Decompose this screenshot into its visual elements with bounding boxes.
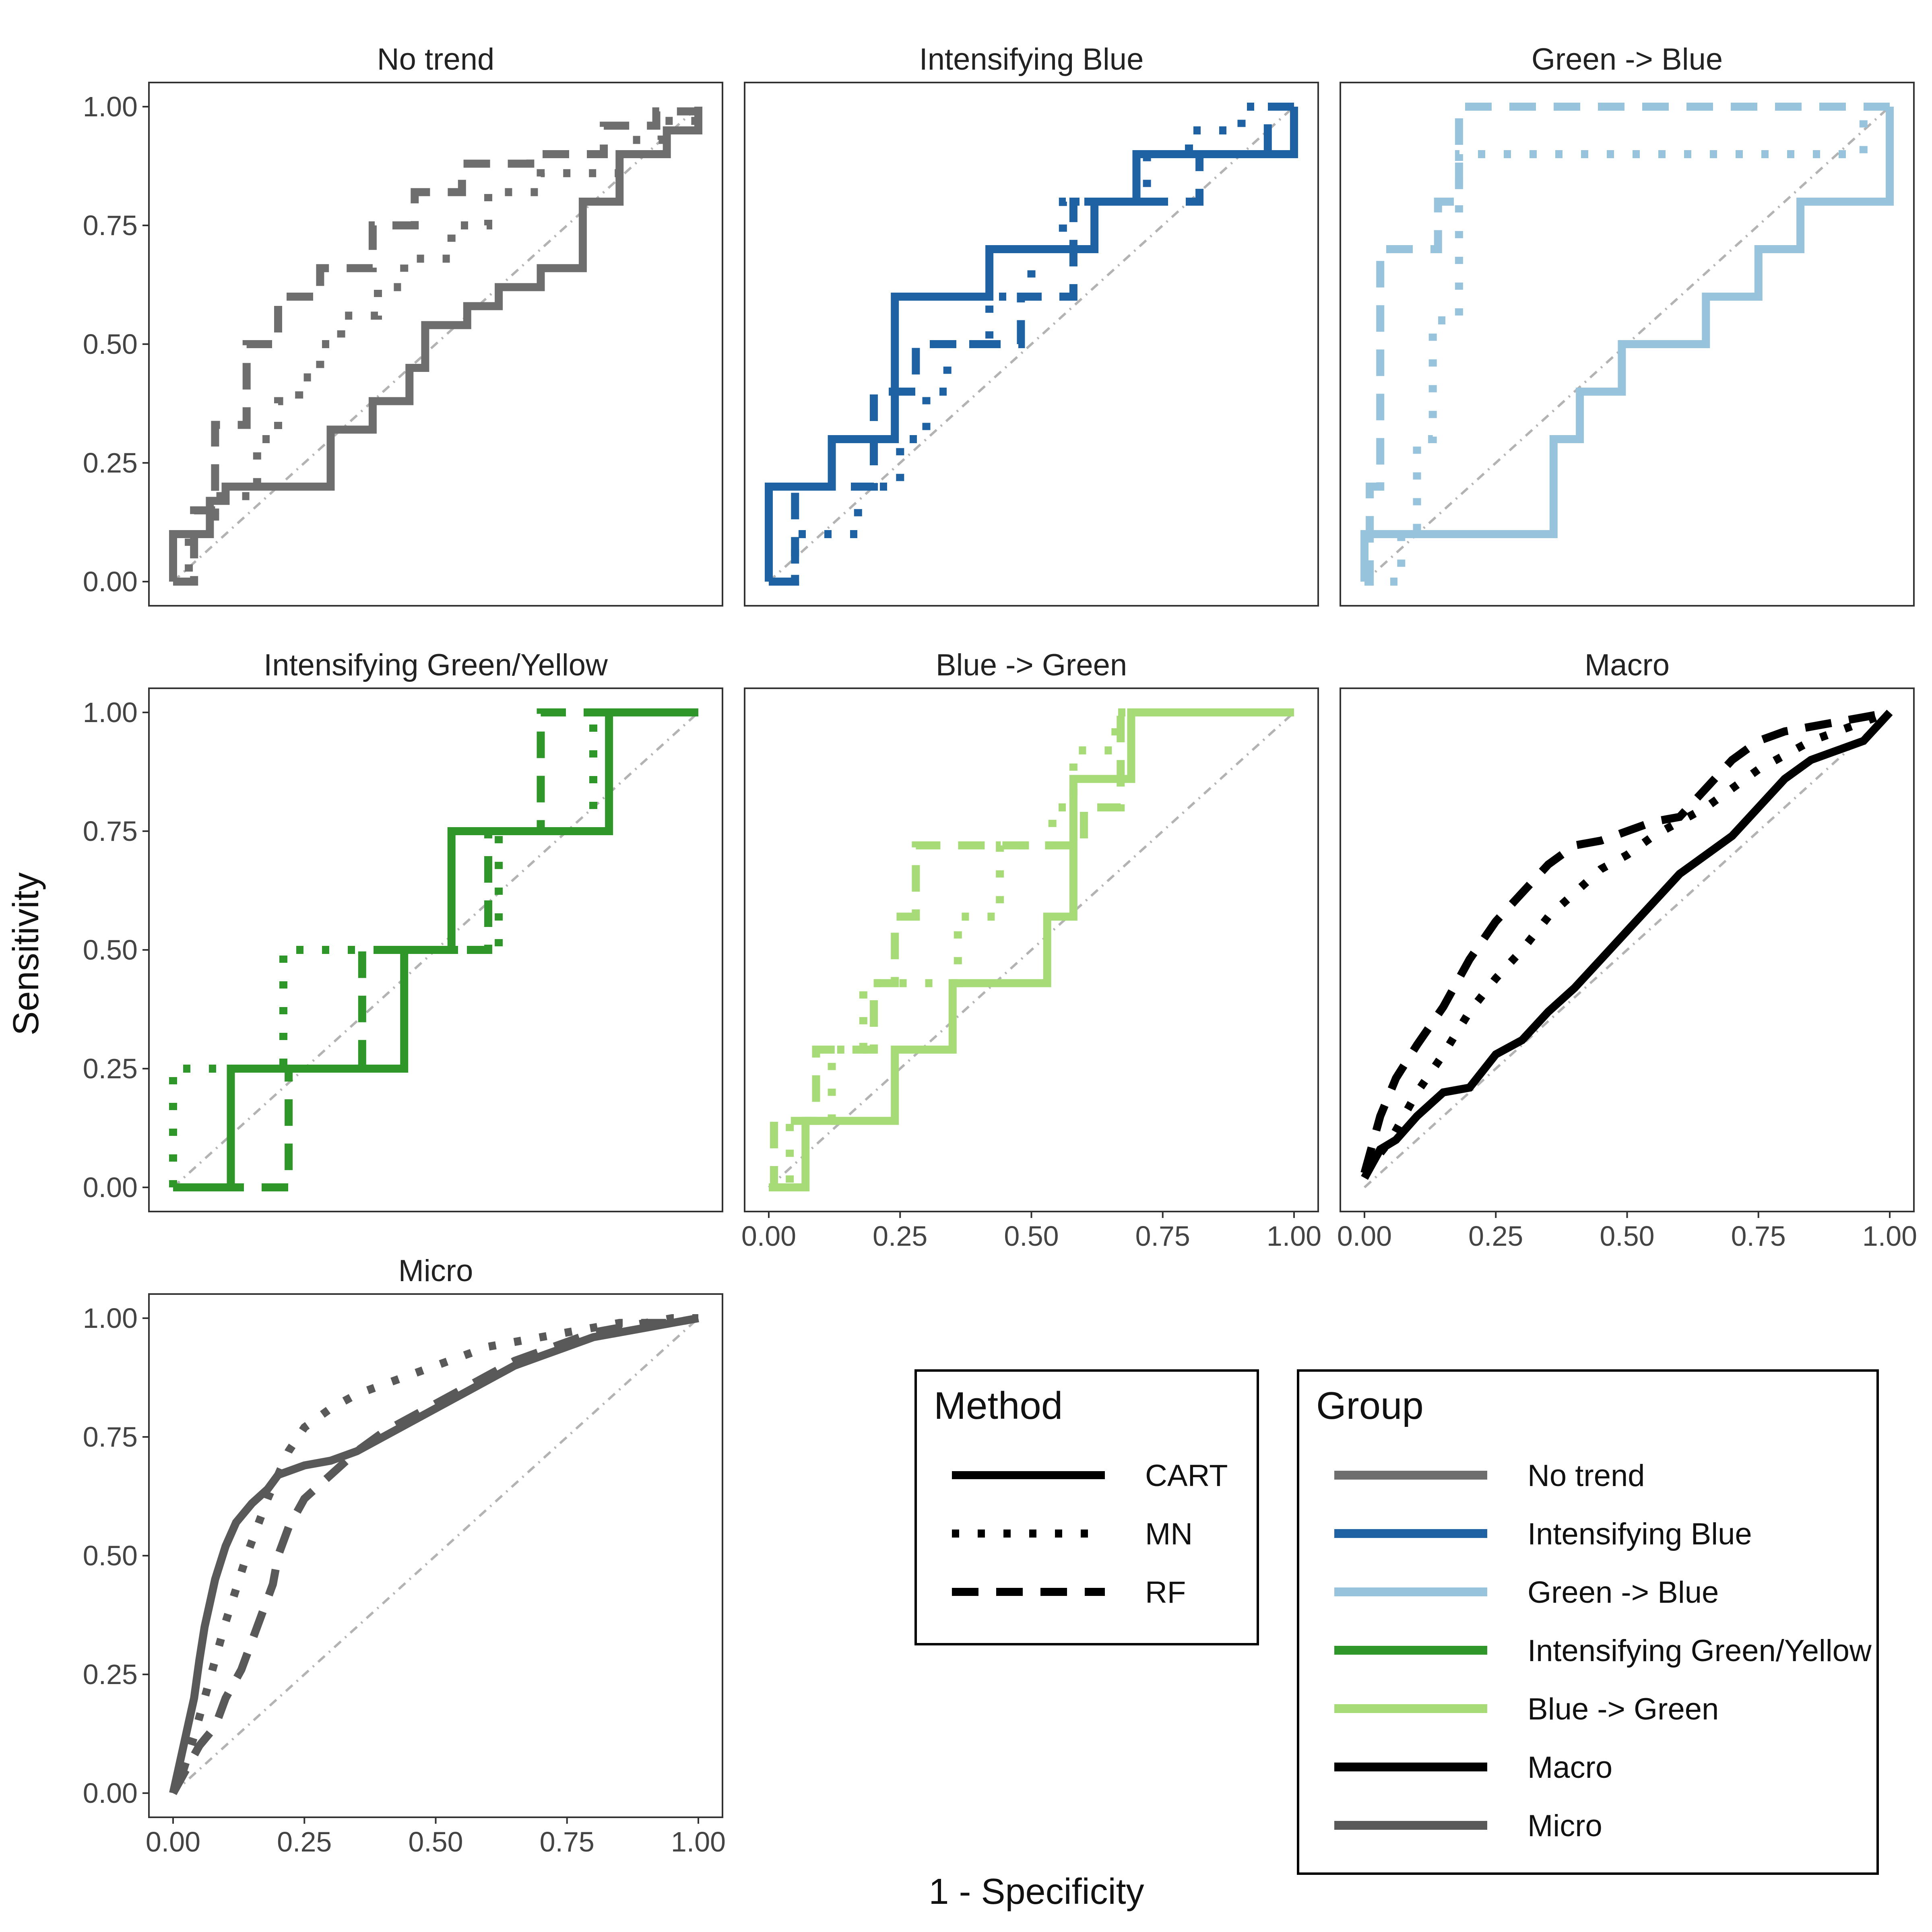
- panel-title: Blue -> Green: [936, 648, 1127, 682]
- y-axis-title: Sensitivity: [6, 872, 46, 1035]
- x-tick-label: 0.00: [1337, 1220, 1392, 1252]
- legend-label: RF: [1145, 1575, 1186, 1610]
- x-tick-label: 0.25: [1468, 1220, 1523, 1252]
- legend-label: Macro: [1527, 1750, 1612, 1785]
- legend-method-box: [914, 1369, 1259, 1645]
- panel-border: [744, 82, 1319, 607]
- panels: No trend0.000.250.500.751.00Intensifying…: [83, 42, 1917, 1858]
- series-mn: [173, 107, 702, 586]
- series-mn: [169, 1314, 698, 1795]
- series-rf: [173, 107, 702, 586]
- x-tick-label: 0.00: [146, 1826, 200, 1858]
- series-rf: [769, 708, 1294, 1191]
- series-mn: [1364, 103, 1890, 586]
- x-tick-label: 0.75: [1731, 1220, 1786, 1252]
- panel-title: Intensifying Blue: [919, 42, 1144, 76]
- reference-line: [1363, 711, 1891, 1189]
- legend-group-title: Group: [1316, 1384, 1424, 1427]
- x-tick-label: 0.00: [741, 1220, 796, 1252]
- reference-line: [768, 105, 1295, 583]
- series-mn: [169, 708, 698, 1187]
- x-axis-title: 1 - Specificity: [929, 1872, 1144, 1912]
- y-tick-label: 1.00: [83, 91, 138, 122]
- x-tick-label: 0.25: [873, 1220, 927, 1252]
- y-tick-label: 0.25: [83, 447, 138, 479]
- y-tick-label: 0.25: [83, 1659, 138, 1690]
- legend-group-items: No trend Intensifying Blue Green -> Blue In…: [1334, 1459, 1872, 1843]
- legend-label: MN: [1145, 1517, 1193, 1551]
- y-tick-label: 0.50: [83, 328, 138, 360]
- x-tick-label: 0.75: [540, 1826, 594, 1858]
- panel-green-blue: Green -> Blue: [1340, 42, 1915, 607]
- panel-title: No trend: [377, 42, 495, 76]
- panel-intensifying-blue: Intensifying Blue: [744, 42, 1319, 607]
- panel-title: Micro: [398, 1254, 473, 1288]
- panel-micro: Micro 0.00 0.25 0.50 0.75 1.00 0.00 0.25 0.50 0.7…: [83, 1254, 726, 1858]
- reference-line: [768, 711, 1295, 1189]
- reference-line: [172, 1317, 700, 1794]
- series-rf: [1364, 103, 1890, 586]
- legend-label: No trend: [1527, 1459, 1645, 1493]
- panel-title: Macro: [1585, 648, 1670, 682]
- legend-label: Intensifying Green/Yellow: [1527, 1634, 1872, 1668]
- series-mn: [769, 708, 1294, 1191]
- legend-label: Intensifying Blue: [1527, 1517, 1752, 1551]
- y-tick-label: 0.25: [83, 1053, 138, 1084]
- legend-label: Micro: [1527, 1809, 1602, 1843]
- legend-label: CART: [1145, 1459, 1228, 1493]
- panel-blue-green: Blue -> Green 0.00 0.25 0.50 0.75 1.00: [741, 648, 1321, 1252]
- x-tick-label: 0.50: [408, 1826, 463, 1858]
- y-tick-label: 1.00: [83, 697, 138, 728]
- x-tick-label: 1.00: [671, 1826, 726, 1858]
- y-tick-label: 1.00: [83, 1302, 138, 1334]
- y-tick-label: 0.00: [83, 566, 138, 597]
- series-cart: [765, 107, 1298, 582]
- legend-method: Method CART MN RF: [914, 1369, 1259, 1645]
- legend-method-items: CART MN RF: [952, 1459, 1228, 1610]
- panel-border: [1340, 82, 1915, 607]
- x-tick-label: 1.00: [1267, 1220, 1321, 1252]
- series-rf: [173, 708, 698, 1191]
- series-mn: [1361, 708, 1891, 1176]
- legend-group: Group No trend Intensifying Blue Green -> …: [1297, 1369, 1879, 1875]
- y-tick-label: 0.75: [83, 1421, 138, 1453]
- panel-title: Green -> Blue: [1532, 42, 1723, 76]
- y-tick-label: 0.50: [83, 934, 138, 966]
- series-cart: [169, 1314, 699, 1794]
- x-tick-label: 0.50: [1004, 1220, 1059, 1252]
- y-tick-label: 0.75: [83, 210, 138, 241]
- panel-no-trend: No trend 0.00 0.25 0.50 0.75 1.00: [83, 42, 723, 607]
- series-rf: [769, 103, 1294, 586]
- x-tick-label: 0.25: [277, 1826, 332, 1858]
- series-cart: [1360, 107, 1894, 582]
- y-tick-label: 0.75: [83, 815, 138, 847]
- y-tick-label: 0.00: [83, 1172, 138, 1203]
- x-tick-label: 1.00: [1862, 1220, 1917, 1252]
- x-tick-label: 0.50: [1600, 1220, 1654, 1252]
- panel-macro: Macro 0.00 0.25 0.50 0.75 1.00: [1337, 648, 1917, 1252]
- legend-label: Blue -> Green: [1527, 1692, 1719, 1726]
- x-tick-label: 0.75: [1135, 1220, 1190, 1252]
- panel-title: Intensifying Green/Yellow: [264, 648, 608, 682]
- legend-label: Green -> Blue: [1527, 1575, 1719, 1610]
- y-tick-label: 0.00: [83, 1777, 138, 1809]
- panel-intensifying-green-yellow: Intensifying Green/Yellow 0.00 0.25 0.50 0.7…: [83, 648, 723, 1212]
- legend-group-box: [1297, 1369, 1879, 1875]
- series-cart: [1361, 710, 1893, 1180]
- y-tick-label: 0.50: [83, 1540, 138, 1571]
- series-cart: [169, 107, 702, 582]
- reference-line: [172, 105, 700, 583]
- legend-method-title: Method: [934, 1384, 1063, 1427]
